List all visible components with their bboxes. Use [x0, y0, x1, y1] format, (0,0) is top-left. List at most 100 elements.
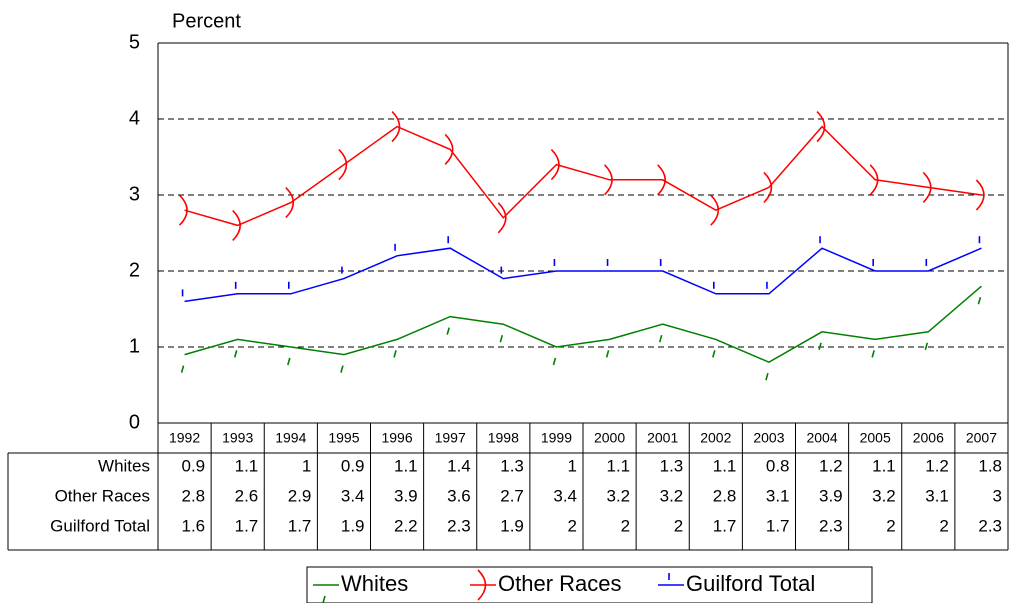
table-cell: 3.6 [447, 486, 471, 505]
table-cell: 3.1 [925, 486, 949, 505]
table-cell: 1.8 [978, 456, 1002, 475]
table-cell: 2.7 [500, 486, 524, 505]
table-cell: 1.1 [606, 456, 630, 475]
y-tick-label: 2 [129, 259, 140, 281]
x-tick-label: 1997 [435, 430, 466, 446]
x-tick-label: 2003 [753, 430, 784, 446]
point-marker [446, 327, 450, 335]
table-cell: 1.1 [872, 456, 896, 475]
x-tick-label: 1995 [328, 430, 359, 446]
series-line [184, 285, 982, 364]
y-axis-label: Percent [172, 10, 241, 32]
table-cell: 3.2 [660, 486, 684, 505]
table-cell: 1 [302, 456, 311, 475]
point-marker [180, 365, 185, 373]
table-cell: 0.8 [766, 456, 790, 475]
point-marker [922, 171, 932, 203]
x-tick-label: 1994 [275, 430, 306, 446]
table-cell: 1.2 [925, 456, 949, 475]
point-marker [444, 133, 454, 165]
point-marker [393, 350, 397, 358]
table-cell: 1.7 [713, 516, 737, 535]
legend-box [306, 566, 873, 603]
table-cell: 2 [568, 516, 577, 535]
legend-marker [477, 569, 487, 601]
legend-label: Other Races [498, 571, 622, 596]
table-cell: 0.9 [181, 456, 205, 475]
x-tick-label: 2000 [594, 430, 625, 446]
table-cell: 1.3 [660, 456, 684, 475]
legend-label: Whites [341, 571, 408, 596]
point-marker [391, 111, 401, 143]
table-cell: 0.9 [341, 456, 365, 475]
legend-label: Guilford Total [686, 571, 815, 596]
x-tick-label: 2004 [806, 430, 837, 446]
point-marker [499, 334, 504, 343]
point-marker [497, 202, 507, 234]
table-cell: 2.3 [819, 516, 843, 535]
point-marker [977, 296, 982, 305]
point-marker [287, 357, 291, 366]
table-cell: 1.1 [394, 456, 418, 475]
point-marker [232, 209, 241, 241]
table-cell: 3.9 [819, 486, 843, 505]
series-line [184, 247, 982, 303]
x-tick-label: 2002 [700, 430, 731, 446]
point-marker [658, 334, 663, 343]
point-marker [816, 111, 826, 143]
table-cell: 2.3 [978, 516, 1002, 535]
table-row-label: Whites [98, 456, 150, 475]
point-marker [710, 194, 720, 226]
table-cell: 1.2 [819, 456, 843, 475]
point-marker [178, 194, 188, 226]
table-cell: 2.2 [394, 516, 418, 535]
table-cell: 1.6 [181, 516, 205, 535]
table-cell: 2.3 [447, 516, 471, 535]
table-cell: 1 [568, 456, 577, 475]
point-marker [763, 171, 773, 203]
table-cell: 2 [886, 516, 895, 535]
table-cell: 2.9 [288, 486, 312, 505]
point-marker [603, 164, 613, 196]
point-marker [712, 350, 716, 358]
table-cell: 1.4 [447, 456, 471, 475]
x-tick-label: 1999 [541, 430, 572, 446]
table-cell: 3 [993, 486, 1002, 505]
point-marker [340, 365, 344, 373]
x-tick-label: 1992 [169, 430, 200, 446]
table-cell: 1.7 [766, 516, 790, 535]
x-tick-label: 2006 [913, 430, 944, 446]
table-cell: 2.8 [181, 486, 205, 505]
point-marker [605, 350, 610, 358]
table-row-label: Guilford Total [50, 516, 150, 535]
table-cell: 3.1 [766, 486, 790, 505]
y-tick-label: 3 [129, 183, 140, 205]
x-tick-label: 1993 [222, 430, 253, 446]
y-tick-label: 1 [129, 335, 140, 357]
table-cell: 2 [939, 516, 948, 535]
table-cell: 3.4 [341, 486, 365, 505]
x-tick-label: 2001 [647, 430, 678, 446]
table-cell: 1.7 [288, 516, 312, 535]
point-marker [552, 357, 557, 366]
point-marker [657, 164, 666, 196]
point-marker [924, 342, 929, 351]
table-cell: 3.2 [606, 486, 630, 505]
point-marker [233, 350, 238, 358]
point-marker [285, 187, 295, 219]
y-tick-label: 0 [129, 411, 140, 433]
table-cell: 2 [674, 516, 683, 535]
point-marker [338, 149, 348, 181]
table-cell: 3.4 [553, 486, 577, 505]
table-cell: 1.9 [500, 516, 524, 535]
point-marker [765, 372, 769, 381]
table-cell: 1.1 [235, 456, 259, 475]
table-cell: 2.6 [235, 486, 259, 505]
legend-marker [322, 595, 326, 603]
x-tick-label: 1998 [488, 430, 519, 446]
point-marker [818, 342, 822, 351]
point-marker [869, 164, 879, 196]
x-tick-label: 1996 [381, 430, 412, 446]
table-cell: 2.8 [713, 486, 737, 505]
table-cell: 1.9 [341, 516, 365, 535]
